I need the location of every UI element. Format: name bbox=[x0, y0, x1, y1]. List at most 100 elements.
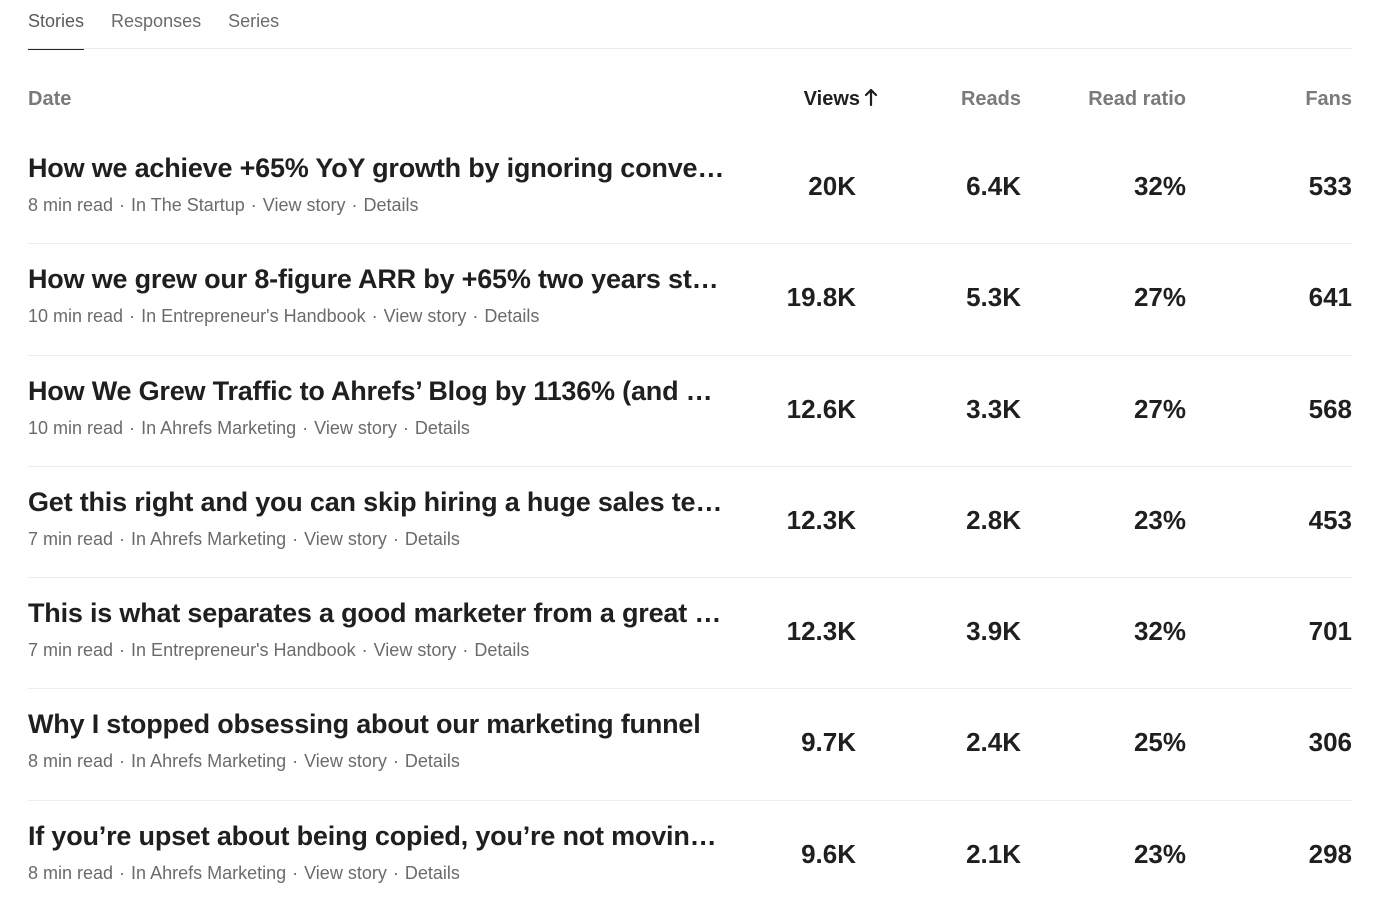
view-story-link[interactable]: View story bbox=[314, 417, 397, 438]
view-story-link[interactable]: View story bbox=[304, 751, 387, 772]
publication-link[interactable]: In Entrepreneur's Handbook bbox=[141, 306, 366, 327]
views-count: 12.3K bbox=[786, 504, 856, 535]
meta-separator: · bbox=[129, 306, 136, 327]
story-meta: 8 min read · In The Startup · View story · Det… bbox=[28, 195, 419, 216]
details-link[interactable]: Details bbox=[474, 640, 530, 661]
read-ratio-value: 23% bbox=[1133, 504, 1186, 535]
column-header-views-label: Views bbox=[803, 88, 860, 110]
publication-link[interactable]: In Ahrefs Marketing bbox=[131, 528, 287, 549]
view-story-link[interactable]: View story bbox=[262, 195, 346, 215]
story-meta: 8 min read · In Ahrefs Marketing · View stor… bbox=[28, 863, 460, 884]
table-row: If you’re upset about being copied, you’… bbox=[28, 801, 1352, 910]
views-count: 12.6K bbox=[786, 393, 856, 424]
reads-count: 3.9K bbox=[966, 616, 1021, 647]
fans-count: 641 bbox=[1308, 282, 1352, 313]
fans-count: 701 bbox=[1308, 616, 1352, 647]
meta-separator: · bbox=[392, 751, 399, 772]
meta-separator: · bbox=[119, 640, 126, 661]
view-story-link[interactable]: View story bbox=[383, 306, 467, 327]
read-ratio-value: 27% bbox=[1133, 393, 1186, 424]
details-link[interactable]: Details bbox=[404, 528, 460, 549]
details-link[interactable]: Details bbox=[404, 751, 460, 772]
tab-series[interactable]: Series bbox=[228, 11, 280, 31]
views-count: 19.8K bbox=[786, 282, 856, 313]
reads-count: 2.1K bbox=[966, 838, 1021, 869]
table-row: Why I stopped obsessing about our market… bbox=[28, 689, 1352, 801]
publication-link[interactable]: In Ahrefs Marketing bbox=[131, 751, 287, 772]
meta-separator: · bbox=[351, 195, 358, 215]
read-ratio-value: 27% bbox=[1133, 282, 1186, 313]
view-story-link[interactable]: View story bbox=[304, 528, 387, 549]
story-title-link[interactable]: How we grew our 8-figure ARR by +65% two… bbox=[28, 264, 728, 295]
column-header-read-ratio[interactable]: Read ratio bbox=[1088, 88, 1186, 110]
tab-stories[interactable]: Stories bbox=[28, 0, 85, 50]
views-count: 9.7K bbox=[801, 727, 856, 758]
view-story-link[interactable]: View story bbox=[304, 862, 387, 883]
column-header-views[interactable]: Views bbox=[804, 88, 878, 111]
reads-count: 2.4K bbox=[966, 727, 1021, 758]
views-count: 20K bbox=[808, 171, 856, 201]
meta-separator: · bbox=[392, 862, 399, 883]
read-ratio-value: 25% bbox=[1133, 727, 1186, 758]
reads-count: 6.4K bbox=[966, 171, 1021, 201]
details-link[interactable]: Details bbox=[414, 417, 470, 438]
fans-count: 306 bbox=[1308, 727, 1352, 758]
view-story-link[interactable]: View story bbox=[373, 640, 457, 661]
details-link[interactable]: Details bbox=[363, 195, 419, 215]
table-row: Get this right and you can skip hiring a… bbox=[28, 467, 1352, 579]
tab-responses[interactable]: Responses bbox=[111, 11, 202, 31]
story-meta: 7 min read · In Ahrefs Marketing · View stor… bbox=[28, 529, 460, 550]
read-time: 7 min read bbox=[28, 528, 114, 549]
stats-tabs: Stories Responses Series bbox=[28, 0, 1352, 50]
read-time: 10 min read bbox=[28, 417, 124, 438]
views-count: 9.6K bbox=[801, 838, 856, 869]
meta-separator: · bbox=[472, 306, 479, 327]
fans-count: 298 bbox=[1308, 838, 1352, 869]
story-title-link[interactable]: How We Grew Traffic to Ahrefs’ Blog by 1… bbox=[28, 375, 728, 406]
meta-separator: · bbox=[292, 751, 299, 772]
publication-link[interactable]: In Ahrefs Marketing bbox=[141, 417, 297, 438]
read-time: 7 min read bbox=[28, 640, 114, 661]
details-link[interactable]: Details bbox=[404, 862, 460, 883]
story-title-link[interactable]: Why I stopped obsessing about our market… bbox=[28, 709, 701, 740]
fans-count: 453 bbox=[1308, 504, 1352, 535]
story-title-link[interactable]: Get this right and you can skip hiring a… bbox=[28, 486, 728, 517]
fans-count: 568 bbox=[1308, 393, 1352, 424]
column-header-date[interactable]: Date bbox=[28, 88, 72, 110]
story-meta: 7 min read · In Entrepreneur's Handbook · Vi… bbox=[28, 640, 529, 661]
column-header-reads[interactable]: Reads bbox=[960, 88, 1021, 110]
fans-count: 533 bbox=[1308, 171, 1352, 201]
reads-count: 2.8K bbox=[966, 504, 1021, 535]
story-meta: 10 min read · In Entrepreneur's Handbook · V… bbox=[28, 306, 539, 327]
column-header-fans[interactable]: Fans bbox=[1305, 88, 1352, 110]
read-time: 8 min read bbox=[28, 862, 114, 883]
reads-count: 5.3K bbox=[966, 282, 1021, 313]
meta-separator: · bbox=[119, 862, 126, 883]
table-row: How We Grew Traffic to Ahrefs’ Blog by 1… bbox=[28, 356, 1352, 467]
story-title-link[interactable]: How we achieve +65% YoY growth by ignori… bbox=[28, 153, 728, 183]
read-time: 8 min read bbox=[28, 195, 114, 215]
publication-link[interactable]: In Ahrefs Marketing bbox=[131, 862, 287, 883]
story-title-link[interactable]: If you’re upset about being copied, you’… bbox=[28, 820, 728, 851]
meta-separator: · bbox=[402, 417, 409, 438]
meta-separator: · bbox=[371, 306, 378, 327]
read-time: 10 min read bbox=[28, 306, 124, 327]
meta-separator: · bbox=[250, 195, 257, 215]
publication-link[interactable]: In The Startup bbox=[131, 195, 245, 215]
story-title-link[interactable]: This is what separates a good marketer f… bbox=[28, 598, 728, 629]
meta-separator: · bbox=[361, 640, 368, 661]
details-link[interactable]: Details bbox=[484, 306, 540, 327]
read-time: 8 min read bbox=[28, 751, 114, 772]
meta-separator: · bbox=[392, 528, 399, 549]
table-row: This is what separates a good marketer f… bbox=[28, 578, 1352, 690]
table-row: How we achieve +65% YoY growth by ignori… bbox=[28, 133, 1352, 245]
meta-separator: · bbox=[129, 417, 136, 438]
table-row: How we grew our 8-figure ARR by +65% two… bbox=[28, 244, 1352, 356]
meta-separator: · bbox=[119, 751, 126, 772]
meta-separator: · bbox=[462, 640, 469, 661]
read-ratio-value: 32% bbox=[1133, 616, 1186, 647]
publication-link[interactable]: In Entrepreneur's Handbook bbox=[131, 640, 356, 661]
views-count: 12.3K bbox=[786, 616, 856, 647]
meta-separator: · bbox=[292, 528, 299, 549]
meta-separator: · bbox=[119, 528, 126, 549]
